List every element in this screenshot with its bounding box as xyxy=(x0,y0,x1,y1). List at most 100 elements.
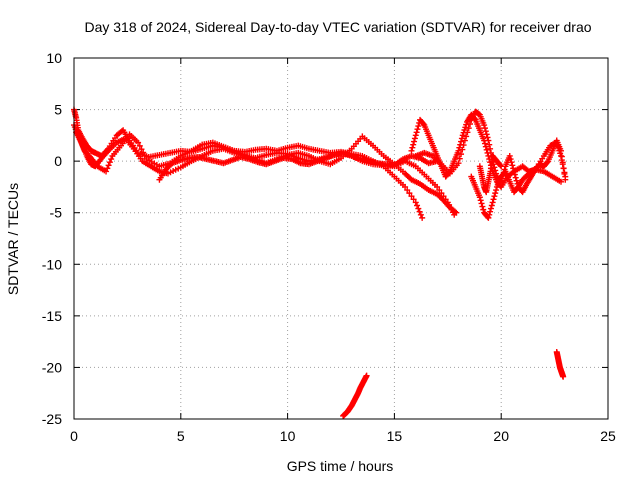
data-point xyxy=(482,143,489,150)
data-point xyxy=(478,200,485,207)
data-point xyxy=(480,206,487,213)
data-point xyxy=(463,133,470,140)
data-point xyxy=(103,168,110,175)
data-point xyxy=(105,162,112,169)
y-tick-label: -5 xyxy=(50,205,63,221)
data-point xyxy=(481,125,488,132)
data-point xyxy=(483,146,490,153)
data-point xyxy=(406,190,413,197)
data-point xyxy=(492,167,499,174)
series-track-g xyxy=(468,166,565,221)
data-point xyxy=(411,138,418,145)
y-tick-label: -25 xyxy=(42,411,62,427)
data-point xyxy=(135,139,142,146)
data-point xyxy=(415,205,422,212)
plot-frame xyxy=(73,57,609,420)
data-point xyxy=(460,142,467,149)
data-point xyxy=(459,146,466,153)
data-point xyxy=(486,211,493,218)
y-tick-label: 10 xyxy=(46,50,62,66)
data-point xyxy=(487,205,494,212)
data-point xyxy=(140,149,147,156)
data-point xyxy=(413,129,420,136)
data-point xyxy=(489,199,496,206)
data-point xyxy=(508,159,515,166)
data-point xyxy=(461,137,468,144)
data-point xyxy=(562,176,569,183)
data-point xyxy=(507,156,514,163)
data-point xyxy=(544,159,551,166)
data-point xyxy=(434,183,441,190)
data-point xyxy=(488,202,495,209)
data-point xyxy=(511,171,518,178)
x-tick-label: 0 xyxy=(70,428,78,444)
x-tick-label: 25 xyxy=(600,428,616,444)
data-point xyxy=(491,193,498,200)
data-point xyxy=(415,123,422,130)
data-point xyxy=(414,126,421,133)
y-tick-label: -10 xyxy=(42,256,62,272)
data-point xyxy=(419,214,426,221)
data-point xyxy=(363,372,370,379)
data-point xyxy=(458,151,465,158)
data-point xyxy=(455,147,462,154)
data-point xyxy=(456,155,463,162)
data-point xyxy=(511,168,518,175)
data-point xyxy=(512,174,519,181)
data-point xyxy=(487,145,494,152)
data-point xyxy=(493,170,500,177)
data-point xyxy=(558,153,565,160)
series-track-i xyxy=(340,372,370,419)
data-point xyxy=(416,208,423,215)
axis-ticks: 0 5 10 15 20 25 -25 -20 -15 -10 -5 0 5 10 xyxy=(42,50,616,444)
data-point xyxy=(408,193,415,200)
y-tick-label: -15 xyxy=(42,308,62,324)
data-point xyxy=(487,208,494,215)
data-point xyxy=(467,121,474,128)
data-point xyxy=(417,211,424,218)
x-tick-label: 5 xyxy=(177,428,185,444)
y-tick-label: 0 xyxy=(54,153,62,169)
x-tick-label: 10 xyxy=(280,428,296,444)
data-point xyxy=(477,197,484,204)
data-point xyxy=(513,177,520,184)
data-point xyxy=(558,147,565,154)
chart-title: Day 318 of 2024, Sidereal Day-to-day VTE… xyxy=(84,19,591,35)
data-point xyxy=(410,196,417,203)
data-point xyxy=(498,163,505,170)
data-point xyxy=(492,190,499,197)
data-point xyxy=(493,187,500,194)
data-point xyxy=(490,196,497,203)
y-axis-label: SDTVAR / TECUs xyxy=(5,183,21,295)
data-point xyxy=(412,199,419,206)
data-point xyxy=(436,187,443,194)
data-point xyxy=(483,131,490,138)
data-point xyxy=(487,149,494,156)
data-point xyxy=(559,159,566,166)
data-point xyxy=(476,194,483,201)
data-point xyxy=(497,162,504,169)
data-point xyxy=(484,134,491,141)
data-point xyxy=(479,203,486,210)
x-axis-label: GPS time / hours xyxy=(287,458,394,474)
data-point xyxy=(108,156,115,163)
data-point xyxy=(141,152,148,159)
series-track-h xyxy=(476,152,505,196)
data-point xyxy=(410,141,417,148)
x-tick-label: 20 xyxy=(493,428,509,444)
data-point xyxy=(411,135,418,142)
y-tick-label: 5 xyxy=(54,102,62,118)
data-point xyxy=(138,146,145,153)
grid-lines xyxy=(74,58,608,419)
data-point xyxy=(561,170,568,177)
data-point xyxy=(465,125,472,132)
data-point xyxy=(453,209,460,216)
data-point xyxy=(420,121,427,128)
data-point xyxy=(510,165,517,172)
data-point xyxy=(452,208,459,215)
data-point xyxy=(408,147,415,154)
data-point xyxy=(136,142,143,149)
data-point xyxy=(486,141,493,148)
data-point xyxy=(104,165,111,172)
